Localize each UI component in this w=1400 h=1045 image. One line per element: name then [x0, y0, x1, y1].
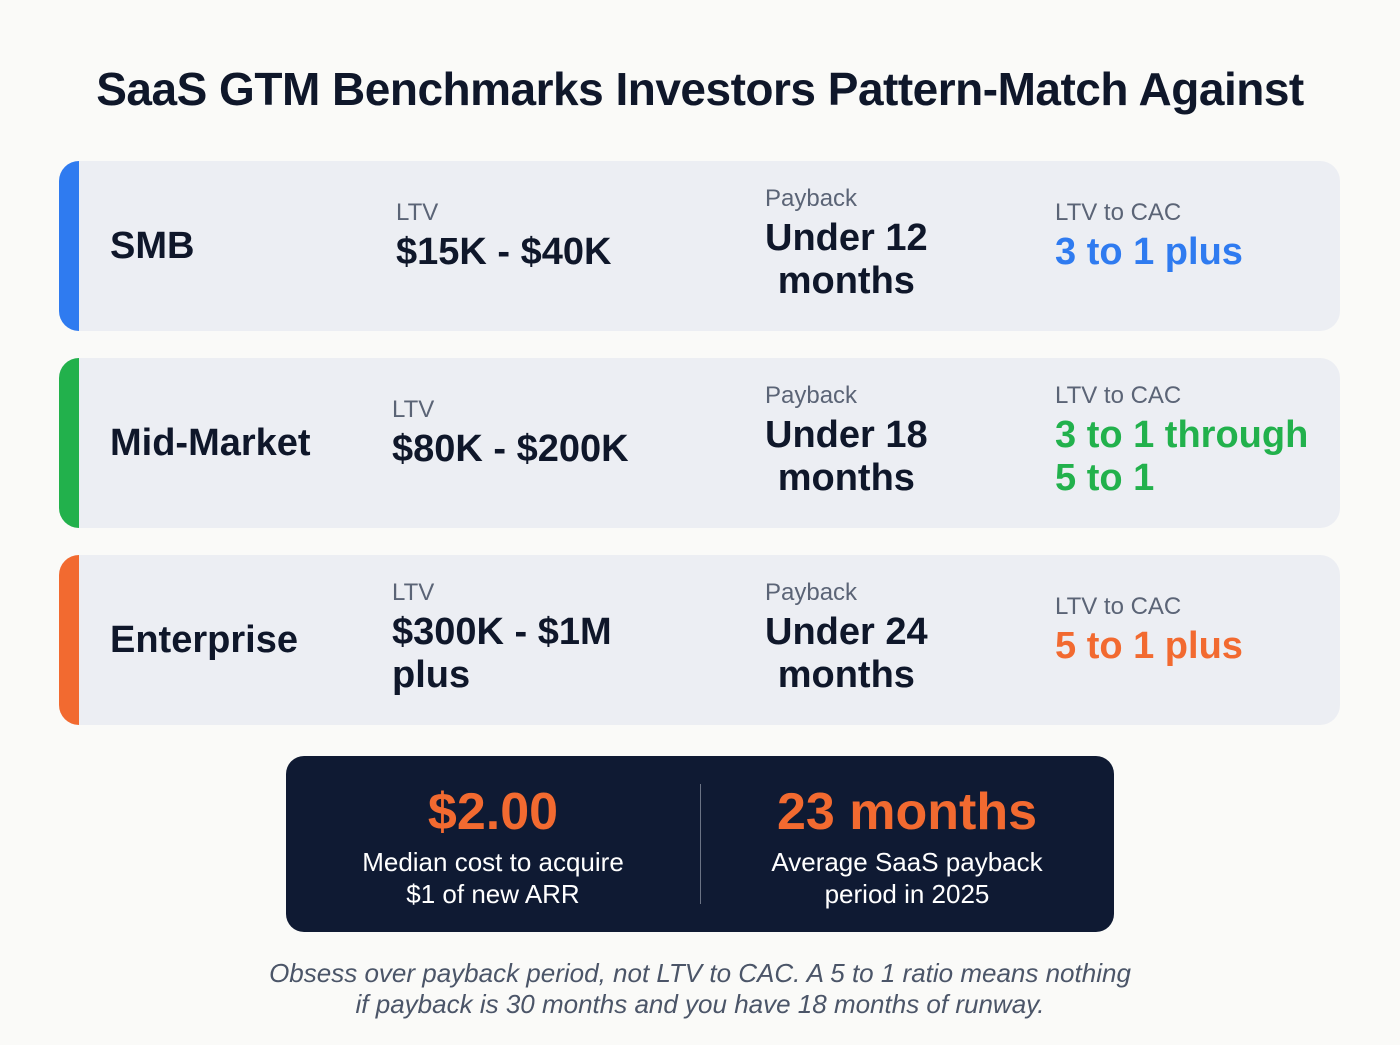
ratio-value: 3 to 1 plus	[1055, 231, 1243, 273]
payback-value-line1: Under 18	[765, 414, 928, 456]
payback-value-line1: Under 12	[765, 217, 928, 259]
page-title: SaaS GTM Benchmarks Investors Pattern-Ma…	[96, 63, 1304, 115]
ltv-value: $80K - $200K	[392, 428, 629, 470]
segment-name: SMB	[110, 224, 195, 267]
segment-card-mid-market: Mid-Market LTV $80K - $200K Payback Unde…	[59, 358, 1340, 528]
ratio-value: 5 to 1 plus	[1055, 625, 1243, 667]
ltv-label: LTV	[392, 579, 435, 606]
accent-bar	[59, 358, 79, 528]
ltv-column: LTV $300K - $1M plus	[392, 579, 612, 697]
ltv-label: LTV	[396, 199, 439, 226]
stat-value: 23 months	[776, 783, 1038, 841]
segment-card-smb: SMB LTV $15K - $40K Payback Under 12 mon…	[59, 161, 1340, 331]
divider	[700, 784, 701, 904]
payback-column: Payback Under 12 months	[765, 185, 928, 303]
stat-description-line1: Average SaaS payback	[771, 847, 1043, 877]
accent-bar	[59, 555, 79, 725]
footnote-line1: Obsess over payback period, not LTV to C…	[269, 958, 1131, 988]
ratio-label: LTV to CAC	[1055, 593, 1182, 620]
stat-value: $2.00	[427, 783, 559, 841]
segment-card-enterprise: Enterprise LTV $300K - $1M plus Payback …	[59, 555, 1340, 725]
ltv-column: LTV $15K - $40K	[396, 199, 611, 274]
ratio-column: LTV to CAC 3 to 1 plus	[1055, 199, 1243, 274]
ltv-label: LTV	[392, 396, 435, 423]
ratio-label: LTV to CAC	[1055, 382, 1182, 409]
ratio-label: LTV to CAC	[1055, 199, 1182, 226]
ltv-value: $15K - $40K	[396, 231, 612, 273]
payback-column: Payback Under 18 months	[765, 382, 928, 500]
footnote: Obsess over payback period, not LTV to C…	[0, 958, 1400, 1020]
payback-value-line1: Under 24	[765, 611, 928, 653]
stat-average-payback: 23 months Average SaaS payback period in…	[700, 756, 1114, 932]
payback-label: Payback	[765, 185, 858, 212]
payback-column: Payback Under 24 months	[765, 579, 928, 697]
ratio-value-line2: 5 to 1	[1055, 457, 1155, 499]
payback-label: Payback	[765, 579, 858, 606]
stat-description-line1: Median cost to acquire	[362, 847, 624, 877]
stat-description-line2: $1 of new ARR	[406, 879, 580, 909]
ratio-column: LTV to CAC 3 to 1 through 5 to 1	[1055, 382, 1308, 500]
footnote-line2: if payback is 30 months and you have 18 …	[355, 989, 1045, 1019]
ltv-value-line1: $300K - $1M	[392, 611, 612, 653]
ratio-column: LTV to CAC 5 to 1 plus	[1055, 593, 1243, 668]
segment-name: Mid-Market	[110, 421, 311, 464]
stats-panel: $2.00 Median cost to acquire $1 of new A…	[286, 756, 1114, 932]
accent-bar	[59, 161, 79, 331]
ratio-value-line1: 3 to 1 through	[1055, 414, 1309, 456]
payback-value-line2: months	[777, 260, 915, 302]
ltv-column: LTV $80K - $200K	[392, 396, 629, 471]
payback-value-line2: months	[777, 654, 915, 696]
payback-label: Payback	[765, 382, 858, 409]
ltv-value-line2: plus	[392, 654, 471, 696]
stat-description-line2: period in 2025	[824, 879, 990, 909]
segment-name: Enterprise	[110, 618, 298, 661]
stat-acquisition-cost: $2.00 Median cost to acquire $1 of new A…	[286, 756, 700, 932]
payback-value-line2: months	[777, 457, 915, 499]
